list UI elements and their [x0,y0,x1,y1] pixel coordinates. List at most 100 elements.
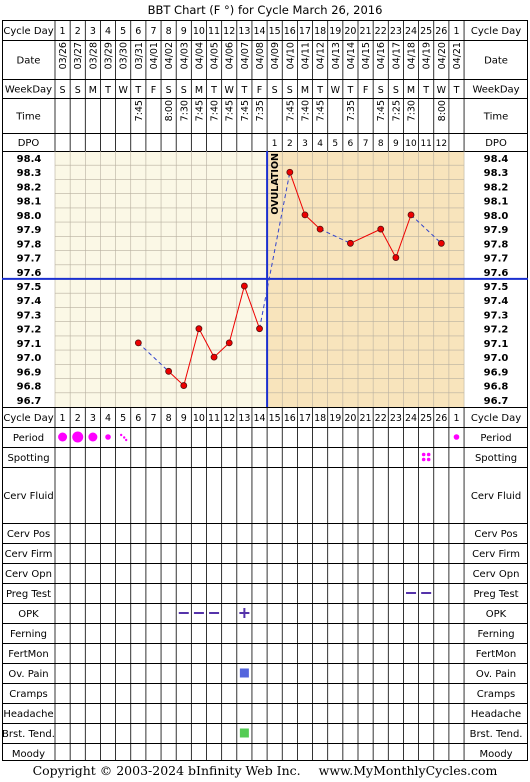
temp-line [395,214,412,258]
row-label-cycle_day: Cycle Day [3,26,53,37]
cycle-day-number: 22 [375,26,387,37]
temp-tick-label: 97.2 [17,325,42,336]
temp-tick-label-right: 98.1 [484,197,509,208]
cycle-day-number: 18 [314,26,326,37]
weekday-label: S [393,85,399,96]
dpo-label: 7 [363,139,369,149]
symptom-label-preg-test: Preg Test [6,589,51,600]
symptom-label-cerv-firm-right: Cerv Firm [472,549,520,560]
cycle-day-number: 25 [420,26,432,37]
date-label: 04/20 [437,42,448,69]
weekday-label: W [118,85,128,96]
symptom-label-cramps: Cramps [9,689,48,700]
dpo-label: 5 [332,139,338,149]
date-label: 04/13 [331,42,342,69]
date-label: 04/06 [225,42,236,69]
time-label: 7:45 [134,100,145,121]
cycle-day-number: 26 [435,26,447,37]
dpo-label: 2 [287,139,293,149]
weekday-label: F [257,85,262,96]
symptom-label-moody-right: Moody [479,749,512,760]
cycle-day-number-bottom: 3 [90,413,96,424]
website-link[interactable]: www.MyMonthlyCycles.com [318,763,498,778]
weekday-label: T [134,85,141,96]
row-label-date: Date [17,56,41,67]
weekday-label: S [287,85,293,96]
date-label: 04/19 [422,42,433,69]
date-label: 04/05 [210,42,221,69]
temp-point [210,353,218,361]
time-label: 7:45 [376,100,387,121]
cycle-day-number-bottom: 23 [390,413,402,424]
temp-line [243,285,260,329]
cycle-day-number-bottom: 11 [208,413,220,424]
time-label: 7:45 [285,100,296,121]
date-label: 03/27 [73,42,84,69]
row-label-dpo: DPO [18,138,40,149]
cycle-day-number: 3 [90,26,96,37]
breast-tenderness-mark [239,728,249,738]
symptom-label-moody: Moody [12,749,45,760]
symptom-label-ov-pain: Ov. Pain [8,669,48,680]
cycle-day-number-bottom: 15 [269,413,281,424]
cycle-day-number: 8 [166,26,172,37]
cycle-day-number: 7 [150,26,156,37]
cycle-day-number-bottom: 5 [120,413,126,424]
temp-line [213,342,230,358]
cycle-day-number-bottom: 22 [375,413,387,424]
cycle-day-number-bottom: 16 [284,413,296,424]
symptom-label-cerv-fluid-right: Cerv Fluid [471,491,521,502]
date-label: 04/03 [179,42,190,69]
cycle-day-number: 13 [238,26,250,37]
temp-line-dashed [319,228,351,244]
ov-pain-mark [239,668,249,678]
temp-tick-label: 98.4 [17,154,42,165]
cycle-day-number: 9 [181,26,187,37]
cycle-day-number-bottom: 1 [60,413,66,424]
symptom-label-headache: Headache [3,709,53,720]
temp-tick-label-right: 97.0 [484,353,509,364]
temp-tick-label: 96.8 [17,382,42,393]
cycle-day-number: 10 [193,26,205,37]
dpo-label: 4 [317,139,323,149]
temp-line-dashed [259,172,291,329]
dpo-label: 8 [378,139,384,149]
date-label: 04/02 [164,42,175,69]
symptom-label-headache-right: Headache [471,709,521,720]
period-flow-dot [105,434,111,440]
symptom-label-brst-tend-right: Brst. Tend. [470,729,523,740]
symptom-label-cerv-firm: Cerv Firm [5,549,53,560]
temp-tick-label-right: 97.7 [484,254,509,265]
date-label: 04/16 [376,42,387,69]
row-label-date-right: Date [484,56,508,67]
date-label: 03/28 [88,42,99,69]
weekday-label: S [272,85,278,96]
cycle-day-number: 20 [344,26,356,37]
date-label: 03/30 [119,42,130,69]
temp-point [286,168,294,176]
symptom-label-preg-test-right: Preg Test [473,589,518,600]
symptom-label-cerv-pos-right: Cerv Pos [474,529,517,540]
temp-tick-label-right: 97.9 [484,225,509,236]
date-label: 04/21 [452,42,463,69]
time-label: 7:45 [316,100,327,121]
copyright-footer: Copyright © 2003-2024 bInfinity Web Inc.… [0,763,530,778]
temp-tick-label: 97.7 [17,254,42,265]
temp-tick-label: 97.5 [17,282,42,293]
row-label-weekday: WeekDay [5,85,52,96]
cycle-day-number-bottom: 25 [420,413,432,424]
dpo-label: 11 [420,139,431,149]
temp-line [289,172,306,216]
dpo-label: 9 [393,139,399,149]
symptom-label-spotting-right: Spotting [475,453,517,464]
temp-tick-label-right: 97.3 [484,310,509,321]
date-label: 04/01 [149,42,160,69]
cycle-day-number-bottom: 20 [344,413,356,424]
temp-tick-label: 96.9 [17,367,42,378]
period-spotting-dot [124,438,128,442]
weekday-label: M [301,85,309,96]
cycle-day-number-bottom: 6 [135,413,141,424]
row-label-cycle-day-bottom: Cycle Day [3,413,53,424]
time-label: 7:35 [255,100,266,121]
time-label: 8:00 [437,100,448,121]
